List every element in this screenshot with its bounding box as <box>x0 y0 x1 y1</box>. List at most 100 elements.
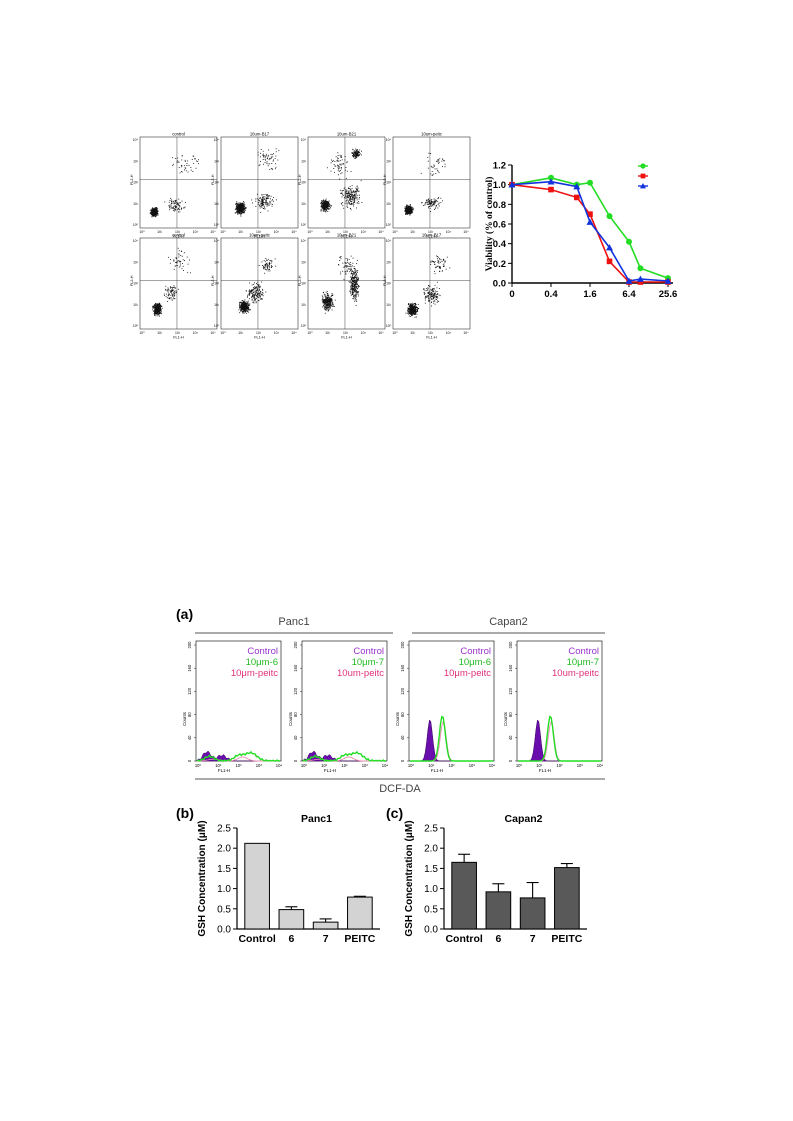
flow-event-dot <box>357 190 358 192</box>
histo-y-axis-label: Counts <box>182 711 187 726</box>
flow-event-dot <box>241 300 243 302</box>
flow-x-tick: 10⁴ <box>210 230 216 234</box>
flow-event-dot <box>340 193 342 194</box>
flow-event-dot <box>409 313 411 314</box>
flow-event-dot <box>267 202 269 204</box>
flow-event-dot <box>154 214 155 216</box>
flow-event-dot <box>331 295 332 297</box>
flow-panel-title: 10um-B21 <box>337 233 357 238</box>
flow-event-dot <box>344 159 346 161</box>
flow-event-dot <box>353 201 355 203</box>
flow-event-dot <box>249 309 250 311</box>
flow-event-dot <box>253 287 254 289</box>
flow-event-dot <box>239 202 241 204</box>
flow-event-dot <box>244 300 246 302</box>
flow-event-dot <box>340 256 342 257</box>
flow-x-tick: 10² <box>256 331 262 335</box>
flow-event-dot <box>265 200 267 201</box>
bar-rect <box>554 867 580 930</box>
flow-x-tick: 10⁴ <box>210 331 216 335</box>
flow-event-dot <box>349 282 351 284</box>
flow-event-dot <box>417 311 419 312</box>
flow-event-dot <box>331 299 333 301</box>
flow-event-dot <box>430 293 432 295</box>
flow-event-dot <box>241 211 243 212</box>
flow-event-dot <box>240 203 242 204</box>
flow-event-dot <box>157 303 159 305</box>
flow-event-dot <box>321 204 323 206</box>
flow-x-label: FL1-H <box>341 336 352 340</box>
flow-event-dot <box>264 208 266 210</box>
flow-event-dot <box>240 308 242 310</box>
bar-y-tick-label: 0.5 <box>217 904 231 915</box>
flow-event-dot <box>241 302 243 304</box>
flow-event-dot <box>173 291 175 293</box>
flow-event-dot <box>326 203 328 205</box>
flow-event-dot <box>414 312 416 314</box>
flow-event-dot <box>243 305 245 307</box>
flow-event-dot <box>239 211 241 213</box>
flow-event-dot <box>253 293 255 295</box>
flow-event-dot <box>347 200 349 202</box>
flow-event-dot <box>160 308 162 310</box>
flow-event-dot <box>152 306 154 308</box>
flow-event-dot <box>240 211 242 213</box>
flow-event-dot <box>154 211 155 213</box>
flow-event-dot <box>165 296 167 298</box>
flow-event-dot <box>238 209 240 211</box>
flow-event-dot <box>410 303 411 305</box>
flow-event-dot <box>156 309 158 311</box>
flow-event-dot <box>168 298 170 299</box>
flow-event-dot <box>348 280 350 282</box>
flow-event-dot <box>426 296 428 298</box>
flow-event-dot <box>439 258 441 260</box>
flow-y-label: FL2-H <box>383 275 387 286</box>
flow-event-dot <box>152 209 153 211</box>
flow-event-dot <box>155 214 157 216</box>
flow-event-dot <box>247 303 249 305</box>
flow-event-dot <box>407 209 409 211</box>
flow-event-dot <box>244 210 246 211</box>
flow-event-dot <box>349 191 351 193</box>
flow-event-dot <box>407 213 408 214</box>
flow-event-dot <box>436 281 438 283</box>
flow-event-dot <box>240 309 242 311</box>
flow-event-dot <box>335 156 337 158</box>
histo-x-tick-label: 10⁰ <box>516 763 523 768</box>
flow-event-dot <box>357 278 359 280</box>
flow-event-dot <box>168 294 170 296</box>
flow-event-dot <box>244 306 246 307</box>
flow-event-dot <box>241 310 243 311</box>
flow-event-dot <box>156 209 158 210</box>
flow-event-dot <box>344 265 346 267</box>
flow-event-dot <box>242 301 244 303</box>
flow-event-dot <box>428 292 430 293</box>
flow-event-dot <box>436 265 438 267</box>
flow-event-dot <box>435 267 437 269</box>
flow-event-dot <box>267 198 268 200</box>
flow-event-dot <box>432 204 434 205</box>
flow-event-dot <box>257 292 259 294</box>
flow-event-dot <box>342 163 344 165</box>
flow-event-dot <box>438 262 440 264</box>
flow-event-dot <box>188 165 190 166</box>
flow-event-dot <box>347 199 349 201</box>
flow-x-tick: 10⁰ <box>392 230 398 234</box>
bar-rect <box>244 842 270 930</box>
flow-event-dot <box>235 207 237 209</box>
flow-event-dot <box>355 155 357 157</box>
flow-event-dot <box>350 273 352 275</box>
flow-event-dot <box>332 305 334 307</box>
flow-event-dot <box>327 205 329 206</box>
histo-x-tick-label: 10¹ <box>536 763 543 768</box>
flow-event-dot <box>350 264 352 266</box>
flow-event-dot <box>323 202 325 204</box>
flow-event-dot <box>329 297 331 299</box>
flow-panel-title: 10um-B21 <box>337 132 357 137</box>
flow-event-dot <box>437 256 438 257</box>
flow-event-dot <box>414 310 416 311</box>
flow-event-dot <box>350 204 352 205</box>
flow-event-dot <box>244 312 246 313</box>
flow-event-dot <box>351 290 353 292</box>
